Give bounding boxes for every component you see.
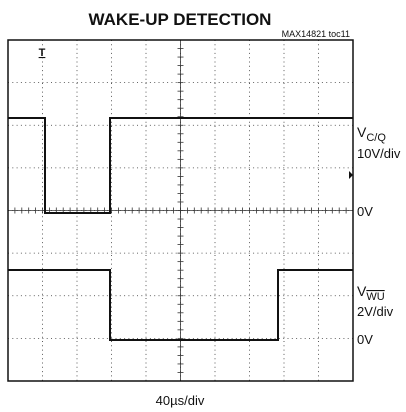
channel-label: VC/Q bbox=[357, 124, 386, 144]
channel-subscript: C/Q bbox=[366, 132, 386, 144]
screen-frame bbox=[7, 39, 354, 382]
trace-cq bbox=[8, 117, 353, 214]
title: WAKE-UP DETECTION bbox=[89, 10, 272, 29]
trace-wu bbox=[8, 269, 353, 341]
trigger-marker: T bbox=[39, 47, 46, 59]
channel-scale: 2V/div bbox=[357, 304, 394, 319]
channel-scale: 10V/div bbox=[357, 146, 401, 161]
channel-subscript: WU bbox=[366, 291, 384, 303]
channel-label: VWU bbox=[357, 283, 385, 303]
channel-zero: 0V bbox=[357, 204, 373, 219]
graticule bbox=[8, 40, 353, 381]
timebase: 40µs/div bbox=[156, 393, 205, 408]
channel-symbol: V bbox=[357, 283, 367, 299]
figure-note: MAX14821 toc11 bbox=[282, 29, 350, 39]
channel-symbol: V bbox=[357, 124, 367, 140]
trigger-level bbox=[349, 171, 353, 179]
channel-zero: 0V bbox=[357, 332, 373, 347]
